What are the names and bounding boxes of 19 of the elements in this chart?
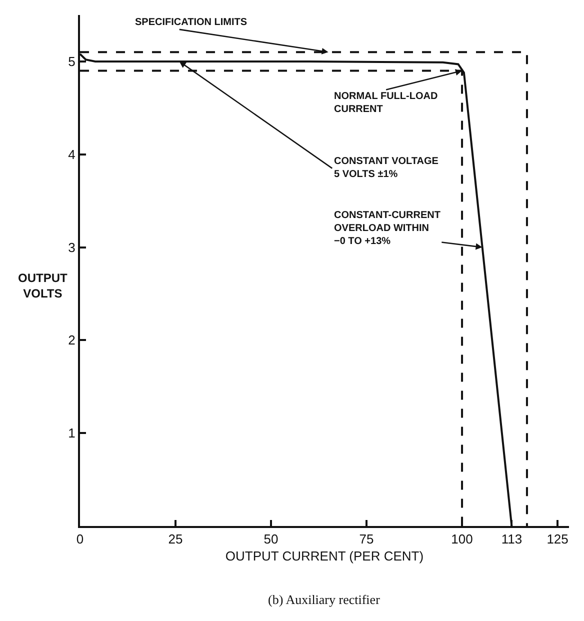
annotation: SPECIFICATION LIMITS	[135, 17, 248, 28]
x-tick-label: 75	[359, 532, 374, 547]
y-tick-label: 2	[68, 332, 76, 348]
y-tick-label: 1	[68, 426, 76, 441]
annotation: CONSTANT-CURRENT OVERLOAD WITHIN −0 TO +13%	[334, 210, 440, 247]
x-tick-label: 0	[76, 532, 84, 547]
x-tick-label: 25	[168, 532, 183, 547]
text: (b) Auxiliary rectifier	[268, 592, 381, 607]
y-tick-label: 3	[68, 240, 76, 255]
y-tick-label: 5	[68, 54, 76, 69]
x-tick-label: 125	[546, 532, 568, 547]
annotation: CONSTANT VOLTAGE 5 VOLTS ±1%	[334, 156, 439, 180]
x-tick-label: 50	[264, 532, 278, 547]
x-axis-title: OUTPUT CURRENT (PER CENT)	[225, 548, 424, 564]
x-tick-label: 100	[451, 532, 473, 547]
annotation: NORMAL FULL-LOAD CURRENT	[334, 91, 438, 115]
x-tick-label: 113	[501, 532, 522, 547]
y-tick-label: 4	[68, 146, 76, 162]
y-axis-title: OUTPUT VOLTS	[18, 271, 68, 301]
